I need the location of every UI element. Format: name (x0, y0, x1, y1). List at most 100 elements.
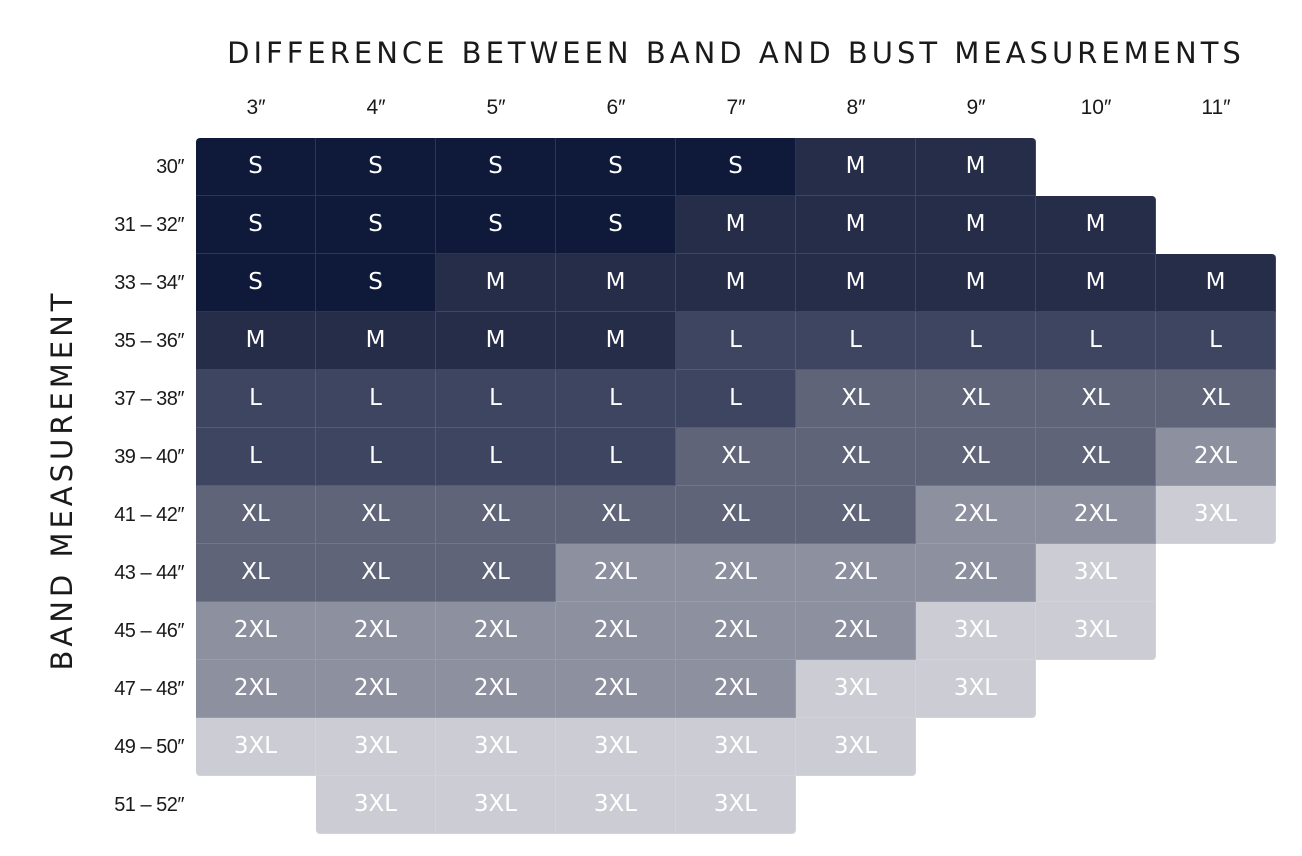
size-cell: 3XL (1036, 602, 1156, 660)
size-cell: S (316, 138, 436, 196)
size-cell: L (556, 370, 676, 428)
size-cell: S (316, 196, 436, 254)
size-cell: 2XL (316, 602, 436, 660)
size-cell: S (196, 138, 316, 196)
column-header: 5″ (486, 96, 506, 119)
size-cell: M (556, 254, 676, 312)
row-header: 41 – 42″ (114, 504, 184, 526)
size-cell: XL (676, 428, 796, 486)
size-cell: XL (1036, 370, 1156, 428)
size-cell: M (796, 138, 916, 196)
size-cell: S (436, 138, 556, 196)
size-cell: S (556, 196, 676, 254)
size-cell: M (196, 312, 316, 370)
size-cell: XL (796, 428, 916, 486)
size-cell: 2XL (676, 544, 796, 602)
size-cell: 2XL (556, 602, 676, 660)
size-cell: L (796, 312, 916, 370)
size-cell: S (556, 138, 676, 196)
size-cell: L (676, 370, 796, 428)
size-cell: L (316, 428, 436, 486)
size-cell: XL (316, 486, 436, 544)
size-cell: L (556, 428, 676, 486)
size-cell: M (916, 138, 1036, 196)
size-cell: XL (676, 486, 796, 544)
size-cell: L (436, 370, 556, 428)
size-cell: 3XL (1036, 544, 1156, 602)
size-cell: 2XL (676, 660, 796, 718)
size-cell: XL (916, 428, 1036, 486)
size-cell: S (196, 196, 316, 254)
size-cell: M (316, 312, 436, 370)
size-cell: 2XL (916, 486, 1036, 544)
size-cell: M (436, 312, 556, 370)
size-cell: S (196, 254, 316, 312)
size-cell: 3XL (796, 660, 916, 718)
size-cell: L (316, 370, 436, 428)
size-cell: M (796, 196, 916, 254)
size-cell: XL (796, 486, 916, 544)
size-cell: 2XL (316, 660, 436, 718)
size-cell: 3XL (436, 776, 556, 834)
size-cell: M (796, 254, 916, 312)
size-cell: 2XL (556, 544, 676, 602)
size-cell: 3XL (676, 718, 796, 776)
size-cell: 3XL (676, 776, 796, 834)
size-cell: 3XL (796, 718, 916, 776)
column-header: 3″ (246, 96, 266, 119)
size-cell: M (1156, 254, 1276, 312)
row-header: 45 – 46″ (114, 620, 184, 642)
size-cell: 2XL (676, 602, 796, 660)
row-header: 37 – 38″ (114, 388, 184, 410)
row-header: 47 – 48″ (114, 678, 184, 700)
row-header: 39 – 40″ (114, 446, 184, 468)
size-cell: 2XL (196, 602, 316, 660)
size-cell: 2XL (556, 660, 676, 718)
size-cell: XL (916, 370, 1036, 428)
size-cell: M (436, 254, 556, 312)
size-cell: 3XL (436, 718, 556, 776)
size-cell: 3XL (316, 718, 436, 776)
column-header: 9″ (966, 96, 986, 119)
size-cell: S (676, 138, 796, 196)
column-header: 4″ (366, 96, 386, 119)
size-cell: L (1156, 312, 1276, 370)
size-cell: L (436, 428, 556, 486)
size-cell: L (1036, 312, 1156, 370)
size-cell: XL (436, 544, 556, 602)
size-cell: XL (1156, 370, 1276, 428)
row-header: 31 – 32″ (114, 214, 184, 236)
row-header: 51 – 52″ (114, 794, 184, 816)
size-cell: 2XL (916, 544, 1036, 602)
row-header: 33 – 34″ (114, 272, 184, 294)
size-cell: L (196, 370, 316, 428)
size-cell: XL (316, 544, 436, 602)
size-cell: XL (196, 486, 316, 544)
size-cell: S (316, 254, 436, 312)
size-cell: 3XL (1156, 486, 1276, 544)
size-cell: 2XL (1156, 428, 1276, 486)
row-header: 35 – 36″ (114, 330, 184, 352)
size-cell: M (676, 254, 796, 312)
row-header: 30″ (156, 156, 184, 178)
size-cell: 2XL (796, 602, 916, 660)
row-header: 43 – 44″ (114, 562, 184, 584)
size-cell: 2XL (796, 544, 916, 602)
size-cell: XL (436, 486, 556, 544)
size-cell: XL (556, 486, 676, 544)
size-cell: L (196, 428, 316, 486)
size-cell: M (916, 254, 1036, 312)
row-header: 49 – 50″ (114, 736, 184, 758)
size-cell: L (916, 312, 1036, 370)
size-cell: 3XL (556, 718, 676, 776)
column-header: 7″ (726, 96, 746, 119)
size-cell: 2XL (436, 660, 556, 718)
size-cell: M (1036, 196, 1156, 254)
column-header: 8″ (846, 96, 866, 119)
size-cell: S (436, 196, 556, 254)
size-cell: 3XL (196, 718, 316, 776)
size-cell: 3XL (916, 602, 1036, 660)
size-cell: L (676, 312, 796, 370)
size-cell: XL (796, 370, 916, 428)
size-cell: 2XL (1036, 486, 1156, 544)
